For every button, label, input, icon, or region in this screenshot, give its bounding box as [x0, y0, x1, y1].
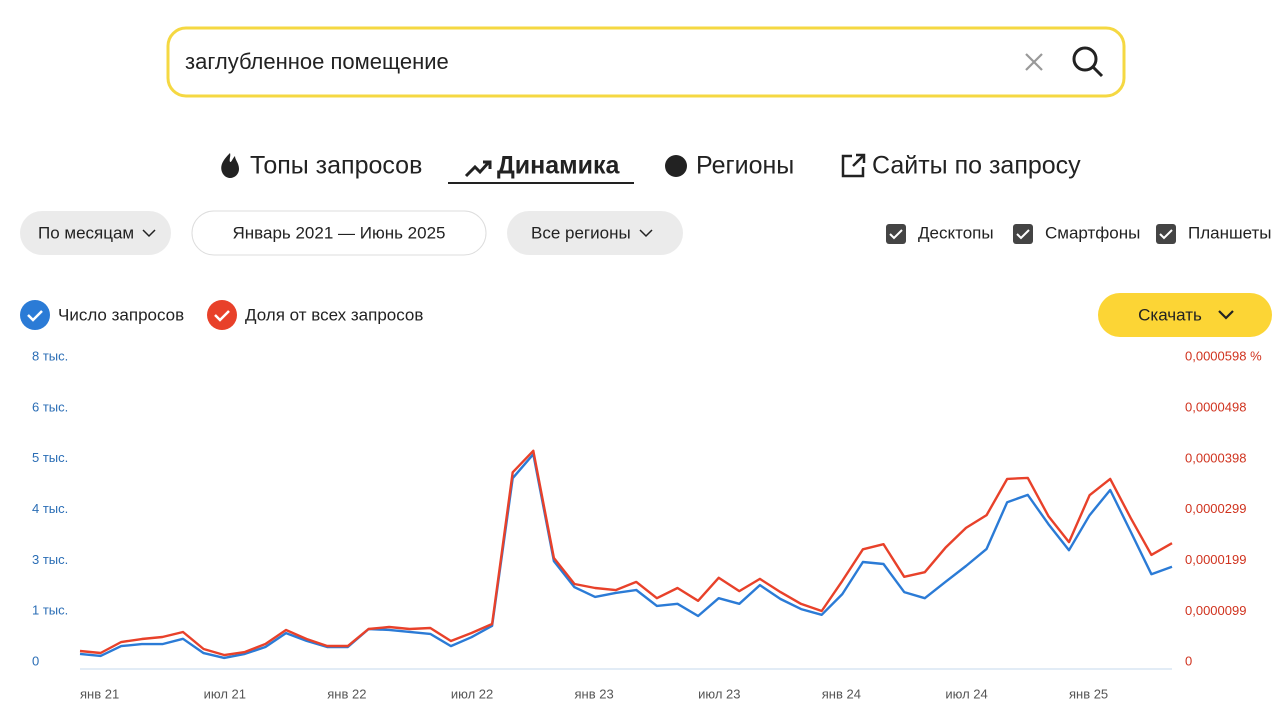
- device-label: Планшеты: [1188, 223, 1272, 242]
- x-tick-label: июл 24: [945, 686, 987, 701]
- clear-icon[interactable]: [1025, 53, 1043, 71]
- x-tick-label: июл 23: [698, 686, 740, 701]
- x-tick-label: июл 22: [451, 686, 493, 701]
- external-icon: [841, 153, 866, 178]
- device-label: Десктопы: [918, 223, 994, 242]
- y-tick-label: 0,0000299: [1185, 501, 1246, 516]
- tab-active[interactable]: Динамика: [497, 152, 621, 180]
- tab[interactable]: Регионы: [696, 152, 794, 180]
- y-tick-label: 3 тыс.: [32, 552, 68, 567]
- tab[interactable]: Сайты по запросу: [872, 152, 1081, 180]
- y-tick-label: 0,0000398: [1185, 450, 1246, 465]
- y-tick-label: 0: [1185, 653, 1192, 668]
- region-label: Все регионы: [531, 223, 631, 242]
- chevron: [639, 229, 653, 238]
- period-select[interactable]: [20, 211, 171, 255]
- chevron: [1218, 310, 1234, 320]
- checkbox[interactable]: [1013, 224, 1033, 244]
- x-tick-label: янв 21: [80, 686, 119, 701]
- legend-label: Число запросов: [58, 305, 184, 324]
- checkbox[interactable]: [1156, 224, 1176, 244]
- checkbox[interactable]: [886, 224, 906, 244]
- x-tick-label: янв 22: [327, 686, 366, 701]
- globe-icon: [665, 155, 687, 177]
- range-select[interactable]: [191, 210, 487, 256]
- download-label: Скачать: [1138, 305, 1202, 324]
- series-line: [79, 449, 1173, 657]
- search-query: заглубленное помещение: [185, 49, 449, 74]
- legend-check: [214, 310, 230, 322]
- y-tick-label: 0,0000498: [1185, 399, 1246, 414]
- y-tick-label: 0: [32, 653, 39, 668]
- legend-toggle[interactable]: [20, 300, 50, 330]
- legend-toggle[interactable]: [207, 300, 237, 330]
- y-tick-label: 0,0000598 %: [1185, 348, 1262, 363]
- region-select[interactable]: [507, 211, 683, 255]
- device-label: Смартфоны: [1045, 223, 1140, 242]
- period-label: По месяцам: [38, 223, 134, 242]
- x-tick-label: июл 21: [204, 686, 246, 701]
- legend-label: Доля от всех запросов: [245, 305, 423, 324]
- y-tick-label: 8 тыс.: [32, 348, 68, 363]
- tab[interactable]: Топы запросов: [250, 152, 422, 180]
- series-line: [79, 453, 1173, 660]
- trend-icon: [464, 160, 492, 178]
- range-label: Январь 2021 — Июнь 2025: [232, 223, 445, 242]
- x-tick-label: янв 24: [822, 686, 861, 701]
- y-tick-label: 4 тыс.: [32, 501, 68, 516]
- legend-check: [27, 310, 43, 322]
- y-tick-label: 6 тыс.: [32, 399, 68, 414]
- y-tick-label: 5 тыс.: [32, 450, 68, 465]
- y-tick-label: 0,0000099: [1185, 603, 1246, 618]
- y-tick-label: 0,0000199: [1185, 552, 1246, 567]
- fire-icon: [221, 153, 239, 178]
- x-tick-label: янв 23: [574, 686, 613, 701]
- search-box[interactable]: [166, 26, 1126, 98]
- download-button[interactable]: [1098, 293, 1272, 337]
- y-tick-label: 1 тыс.: [32, 603, 68, 618]
- chevron: [142, 229, 156, 238]
- search-icon[interactable]: [1072, 46, 1104, 78]
- x-tick-label: янв 25: [1069, 686, 1108, 701]
